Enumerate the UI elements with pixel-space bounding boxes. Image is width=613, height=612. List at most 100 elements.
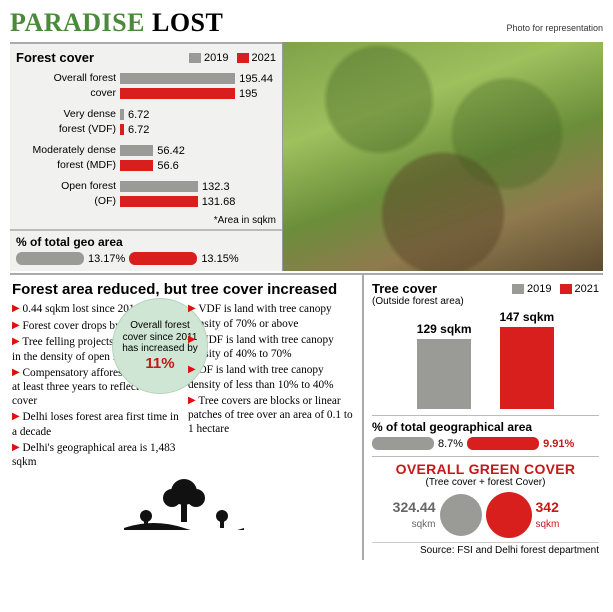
geo2-panel: % of total geographical area 8.7% 9.91% — [372, 415, 599, 450]
fc-bar-track: 56.6 — [120, 160, 276, 172]
bullet-item: ▶ Delhi loses forest area first time in … — [12, 410, 180, 439]
swatch2-2019 — [512, 284, 524, 294]
fc-bar-row: forest (VDF) 6.72 — [16, 122, 276, 137]
geo2-val-2021: 9.91% — [543, 438, 574, 450]
geo2-val-2019: 8.7% — [438, 438, 463, 450]
fc-bar-row: Overall forest 195.44 — [16, 71, 276, 86]
fc-pair: Very dense6.72 forest (VDF) 6.72 — [16, 107, 276, 137]
legend-2021: 2021 — [237, 52, 276, 64]
tree-cover-sub: (Outside forest area) — [372, 296, 599, 307]
fc-bar — [120, 196, 198, 207]
fc-pair: Moderately dense 56.42 forest (MDF) 56.6 — [16, 143, 276, 173]
fc-pair: Overall forest195.44cover195 — [16, 71, 276, 101]
legend: 2019 2021 — [189, 52, 276, 64]
tc-rect-2019 — [417, 339, 471, 409]
ogc-circle-2019 — [440, 494, 482, 536]
forest-cover-heading: Forest cover — [16, 50, 94, 65]
fc-bar-value: 56.42 — [153, 145, 185, 157]
geo2-bar-2019 — [372, 437, 434, 450]
area-unit-note: *Area in sqkm — [16, 215, 276, 226]
ogc-title: OVERALL GREEN COVER — [372, 461, 599, 477]
fc-bar-value: 6.72 — [124, 124, 149, 136]
legend2-2021: 2021 — [560, 283, 599, 295]
fc-bar-value: 56.6 — [153, 160, 178, 172]
forest-cover-heading-row: Forest cover 2019 2021 — [16, 50, 276, 65]
ogc-v2: 342 — [536, 499, 559, 515]
geo-bar-2021 — [129, 252, 197, 265]
tree-cover-chart: 129 sqkm 147 sqkm — [372, 313, 599, 409]
legend2-2019-label: 2019 — [527, 283, 551, 295]
fc-pair: Open forest132.3(OF)131.68 — [16, 179, 276, 209]
fc-row-label: (OF) — [16, 196, 120, 207]
tc-val-2019: 129 sqkm — [417, 322, 472, 336]
ogc-circle-2021 — [486, 492, 532, 538]
tc-bar-2019: 129 sqkm — [417, 322, 472, 409]
ogc-val-2019: 324.44 sqkm — [380, 500, 436, 530]
fc-bar-track: 131.68 — [120, 196, 276, 208]
fc-bar-row: Open forest132.3 — [16, 179, 276, 194]
fc-bar-value: 131.68 — [198, 196, 236, 208]
geo2-bar-2021 — [467, 437, 539, 450]
ogc-u1: sqkm — [412, 519, 436, 530]
fc-bar-track: 56.42 — [120, 145, 276, 157]
legend-2019-label: 2019 — [204, 52, 228, 64]
tree-icon — [12, 478, 356, 535]
fc-bar-row: (OF) 131.68 — [16, 194, 276, 209]
geo2-bars: 8.7% 9.91% — [372, 437, 599, 450]
source-line: Source: FSI and Delhi forest department — [372, 542, 599, 556]
ogc-v1: 324.44 — [393, 499, 436, 515]
main-title: PARADISE LOST — [10, 8, 223, 38]
tree-cover-heading-row: Tree cover 2019 2021 — [372, 281, 599, 296]
ogc-val-2021: 342 sqkm — [536, 500, 592, 530]
tc-val-2021: 147 sqkm — [500, 310, 555, 324]
photo-caption: Photo for representation — [506, 23, 603, 33]
overall-green-cover: OVERALL GREEN COVER (Tree cover + forest… — [372, 456, 599, 556]
geo2-title: % of total geographical area — [372, 420, 599, 434]
lower-section: Forest area reduced, but tree cover incr… — [10, 273, 603, 560]
fc-bar-row: Very dense6.72 — [16, 107, 276, 122]
geo-val-2021: 13.15% — [201, 253, 238, 265]
infographic-root: PARADISE LOST Photo for representation F… — [0, 0, 613, 568]
forest-cover-bars: Overall forest195.44cover195Very dense6.… — [16, 71, 276, 209]
fc-bar — [120, 88, 235, 99]
forest-cover-panel: Forest cover 2019 2021 Overall forest 195… — [10, 44, 282, 230]
fc-row-label: Overall forest — [16, 73, 120, 84]
tree-cover-heading: Tree cover — [372, 281, 437, 296]
bullet-item: ▶ MDF is land with tree canopy density o… — [188, 333, 356, 362]
fc-bar — [120, 73, 235, 84]
bullet-item: ▶ VDF is land with tree canopy density o… — [188, 302, 356, 331]
bullet-col-right: Overall forest cover since 2011 has incr… — [188, 302, 356, 472]
legend2-2021-label: 2021 — [575, 283, 599, 295]
geo-bar-2019 — [16, 252, 84, 265]
legend-2021-label: 2021 — [252, 52, 276, 64]
fc-bar-row: forest (MDF) 56.6 — [16, 158, 276, 173]
left-stack: Forest cover 2019 2021 Overall forest 195… — [10, 42, 282, 271]
swatch-2021 — [237, 53, 249, 63]
fc-row-label: forest (MDF) — [16, 160, 120, 171]
fc-row-label: forest (VDF) — [16, 124, 120, 135]
fc-row-label: Open forest — [16, 181, 120, 192]
legend2-2019: 2019 — [512, 283, 551, 295]
ogc-u2: sqkm — [536, 519, 560, 530]
tc-bar-2021: 147 sqkm — [500, 310, 555, 409]
fc-bar-value: 195 — [235, 88, 257, 100]
fc-row-label: Moderately dense — [16, 145, 120, 156]
fc-bar-track: 132.3 — [120, 181, 276, 193]
right-column: Tree cover 2019 2021 (Outside forest are… — [362, 275, 603, 560]
bullet-item: ▶ OF is land with tree canopy density of… — [188, 363, 356, 392]
fc-bar — [120, 145, 153, 156]
bullet-text-block: Forest area reduced, but tree cover incr… — [10, 275, 362, 560]
ogc-sub: (Tree cover + forest Cover) — [372, 477, 599, 488]
swatch-2019 — [189, 53, 201, 63]
fc-bar — [120, 181, 198, 192]
top-columns: Forest cover 2019 2021 Overall forest 195… — [10, 42, 603, 271]
fc-bar-value: 195.44 — [235, 73, 273, 85]
geo-val-2019: 13.17% — [88, 253, 125, 265]
geo-area-pct-panel: % of total geo area 13.17% 13.15% — [10, 229, 282, 271]
geo-area-pct-bars: 13.17% 13.15% — [16, 252, 276, 265]
tc-rect-2021 — [500, 327, 554, 409]
legend-2: 2019 2021 — [512, 283, 599, 295]
fc-bar-row: Moderately dense 56.42 — [16, 143, 276, 158]
fc-bar — [120, 160, 153, 171]
swatch2-2021 — [560, 284, 572, 294]
